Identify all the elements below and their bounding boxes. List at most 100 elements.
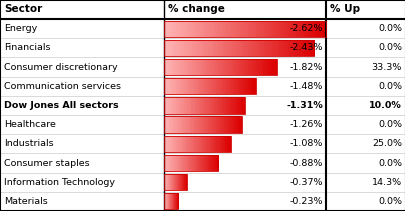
Bar <box>201 40 204 56</box>
Bar <box>171 97 172 114</box>
Bar <box>182 174 183 190</box>
Bar <box>183 78 185 94</box>
Bar <box>184 116 186 133</box>
Bar <box>175 193 176 210</box>
Bar <box>164 97 165 114</box>
Text: Healthcare: Healthcare <box>4 120 56 129</box>
Bar <box>237 116 239 133</box>
Text: Communication services: Communication services <box>4 82 121 91</box>
Bar <box>202 155 203 171</box>
Bar <box>186 59 188 75</box>
Bar <box>182 116 183 133</box>
Bar <box>209 116 211 133</box>
Bar <box>204 116 206 133</box>
Bar <box>198 78 200 94</box>
Bar <box>223 97 225 114</box>
Bar <box>217 20 221 37</box>
Bar <box>276 40 279 56</box>
Bar <box>172 97 173 114</box>
Bar <box>214 59 217 75</box>
Bar <box>173 116 175 133</box>
Bar <box>186 136 188 152</box>
Bar <box>208 78 210 94</box>
Bar <box>206 155 207 171</box>
Text: -1.82%: -1.82% <box>289 62 322 72</box>
Bar <box>186 78 188 94</box>
Bar <box>190 155 191 171</box>
Bar <box>168 193 169 210</box>
Bar <box>177 193 178 210</box>
Bar <box>166 174 168 190</box>
Bar <box>254 40 256 56</box>
Bar <box>174 193 175 210</box>
Text: Financials: Financials <box>4 43 50 52</box>
Bar <box>192 97 194 114</box>
Bar <box>175 155 176 171</box>
Text: Energy: Energy <box>4 24 37 33</box>
Bar <box>179 59 181 75</box>
Bar <box>177 155 179 171</box>
Bar <box>309 20 312 37</box>
Bar <box>301 40 304 56</box>
Bar <box>176 155 178 171</box>
Bar <box>266 59 269 75</box>
Bar <box>176 174 177 190</box>
Bar <box>298 20 301 37</box>
Bar <box>226 40 229 56</box>
Bar <box>239 20 242 37</box>
Bar <box>234 59 237 75</box>
Bar <box>221 116 222 133</box>
Bar <box>182 20 185 37</box>
Bar <box>197 136 198 152</box>
Bar <box>198 97 200 114</box>
Bar <box>228 78 230 94</box>
Bar <box>167 174 168 190</box>
Bar <box>170 78 172 94</box>
Bar <box>207 97 209 114</box>
Bar <box>168 97 169 114</box>
Bar <box>239 40 241 56</box>
Bar <box>174 193 175 210</box>
Bar <box>207 155 209 171</box>
Bar <box>167 59 170 75</box>
Bar <box>232 116 234 133</box>
Bar <box>180 78 182 94</box>
Bar <box>269 20 272 37</box>
Bar <box>190 20 194 37</box>
Text: -0.23%: -0.23% <box>289 197 322 206</box>
Bar <box>194 136 195 152</box>
Bar <box>231 40 234 56</box>
Bar <box>246 59 248 75</box>
Bar <box>212 20 215 37</box>
Bar <box>211 155 212 171</box>
Bar <box>186 174 187 190</box>
Bar <box>214 78 216 94</box>
Bar <box>180 155 181 171</box>
Bar <box>168 155 170 171</box>
Bar <box>213 97 215 114</box>
Bar <box>174 174 175 190</box>
Bar <box>180 174 181 190</box>
Bar <box>240 78 242 94</box>
Bar <box>198 116 200 133</box>
Bar <box>166 136 167 152</box>
Bar <box>224 136 225 152</box>
Bar <box>194 40 196 56</box>
Bar <box>210 116 212 133</box>
Bar <box>217 97 220 114</box>
Bar <box>195 116 196 133</box>
Bar <box>164 174 165 190</box>
Bar <box>166 193 167 210</box>
Bar <box>196 116 198 133</box>
Bar <box>196 40 199 56</box>
Bar <box>226 116 228 133</box>
Bar <box>212 59 215 75</box>
Bar <box>167 155 168 171</box>
Bar <box>236 40 239 56</box>
Bar <box>184 97 185 114</box>
Bar <box>206 40 209 56</box>
Bar <box>204 97 206 114</box>
Bar <box>238 78 240 94</box>
Text: -1.48%: -1.48% <box>289 82 322 91</box>
Bar <box>188 116 190 133</box>
